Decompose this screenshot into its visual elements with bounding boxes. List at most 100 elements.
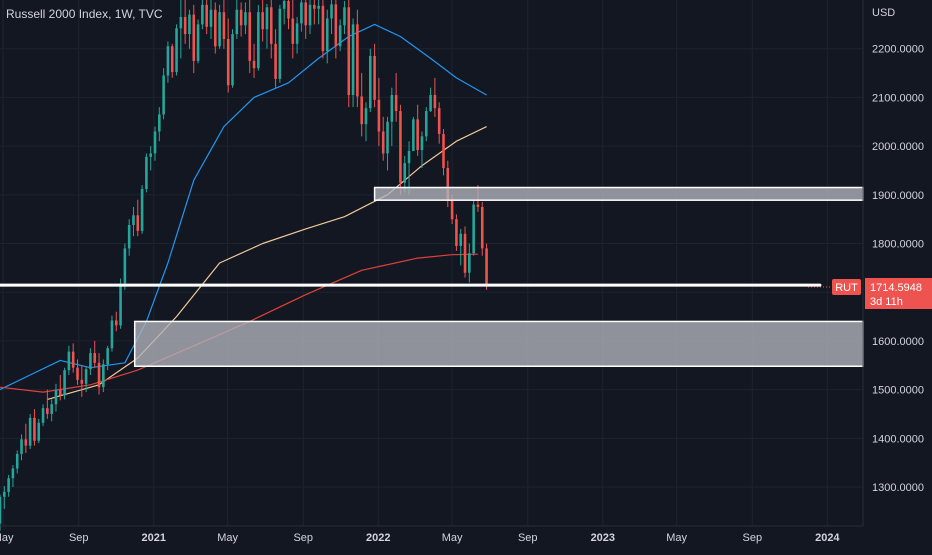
candle[interactable] [119,278,122,329]
candle[interactable] [110,315,114,352]
candle[interactable] [11,465,15,488]
candle[interactable] [356,9,359,108]
candle[interactable] [33,409,36,446]
candle[interactable] [269,0,273,59]
candle[interactable] [463,226,467,278]
candle[interactable] [132,206,135,237]
candle[interactable] [46,389,49,419]
candle[interactable] [334,0,338,59]
candle[interactable] [394,73,398,122]
candle[interactable] [218,4,221,49]
candle[interactable] [84,366,88,393]
price-axis[interactable]: 1300.00001400.00001500.00001600.00001700… [872,44,924,494]
candle[interactable] [403,155,407,193]
candle[interactable] [261,0,264,42]
candle[interactable] [291,0,295,59]
candle[interactable] [407,141,411,195]
last-price-badge[interactable] [865,278,932,309]
candle[interactable] [58,375,62,401]
candle[interactable] [300,0,303,32]
candle[interactable] [381,116,385,161]
candle[interactable] [442,129,445,176]
resistance-zone[interactable] [373,186,864,201]
candle[interactable] [158,107,161,142]
candle[interactable] [252,43,256,78]
candle[interactable] [248,0,252,74]
candle[interactable] [136,199,140,237]
candle[interactable] [424,107,428,142]
candle[interactable] [41,404,45,427]
candle[interactable] [239,2,243,37]
candle[interactable] [201,0,204,30]
candle[interactable] [308,0,312,35]
candle[interactable] [480,202,484,256]
candle[interactable] [222,0,226,49]
candle[interactable] [15,450,19,474]
candle[interactable] [209,0,213,39]
candle[interactable] [313,0,316,25]
candle[interactable] [468,243,471,283]
candle[interactable] [429,87,432,113]
candle[interactable] [351,18,355,108]
candle[interactable] [459,228,463,266]
candle[interactable] [235,0,239,39]
candle[interactable] [472,199,475,256]
candle[interactable] [304,0,308,39]
candle[interactable] [343,0,346,35]
candle[interactable] [80,365,84,397]
candle[interactable] [102,359,105,393]
candle[interactable] [433,77,437,117]
candle[interactable] [149,146,152,171]
candle[interactable] [127,219,131,256]
candle[interactable] [166,41,170,83]
candle[interactable] [360,73,363,137]
candle[interactable] [20,434,23,461]
candle[interactable] [123,243,127,290]
candle[interactable] [140,185,144,234]
candle[interactable] [24,423,28,453]
candle[interactable] [287,0,290,30]
candle[interactable] [106,345,109,371]
candle[interactable] [325,9,329,64]
candle[interactable] [455,214,458,251]
candle[interactable] [71,343,75,373]
candle[interactable] [330,0,333,35]
candle[interactable] [188,9,191,49]
candle[interactable] [54,383,58,412]
candle[interactable] [257,4,260,71]
candle[interactable] [338,19,342,52]
candle[interactable] [50,399,53,422]
candle[interactable] [416,104,419,156]
candle[interactable] [282,0,286,25]
support-zone[interactable] [133,320,864,368]
candle[interactable] [76,359,79,385]
candle[interactable] [170,43,174,78]
candle[interactable] [390,87,394,147]
candle[interactable] [37,418,41,444]
candle[interactable] [183,0,187,44]
candle[interactable] [196,19,200,64]
zones[interactable] [133,186,864,368]
candle[interactable] [347,0,351,108]
candles[interactable] [0,0,488,531]
candle[interactable] [420,131,424,169]
candle[interactable] [89,348,92,376]
candle[interactable] [321,0,325,59]
candle[interactable] [162,68,165,120]
candle[interactable] [437,102,441,144]
candle[interactable] [3,486,6,509]
candle[interactable] [295,17,299,54]
candle[interactable] [0,494,2,531]
candle[interactable] [399,104,402,195]
candle[interactable] [213,2,217,54]
candle[interactable] [231,29,234,88]
candle[interactable] [67,345,71,376]
candle[interactable] [373,43,376,108]
time-axis[interactable]: May Sep 2021 May Sep 2022 May Sep 2023 May Sep 2024 [0,532,840,544]
candle[interactable] [364,102,368,142]
candle[interactable] [7,474,10,497]
candle[interactable] [179,0,183,59]
candle[interactable] [97,353,101,395]
